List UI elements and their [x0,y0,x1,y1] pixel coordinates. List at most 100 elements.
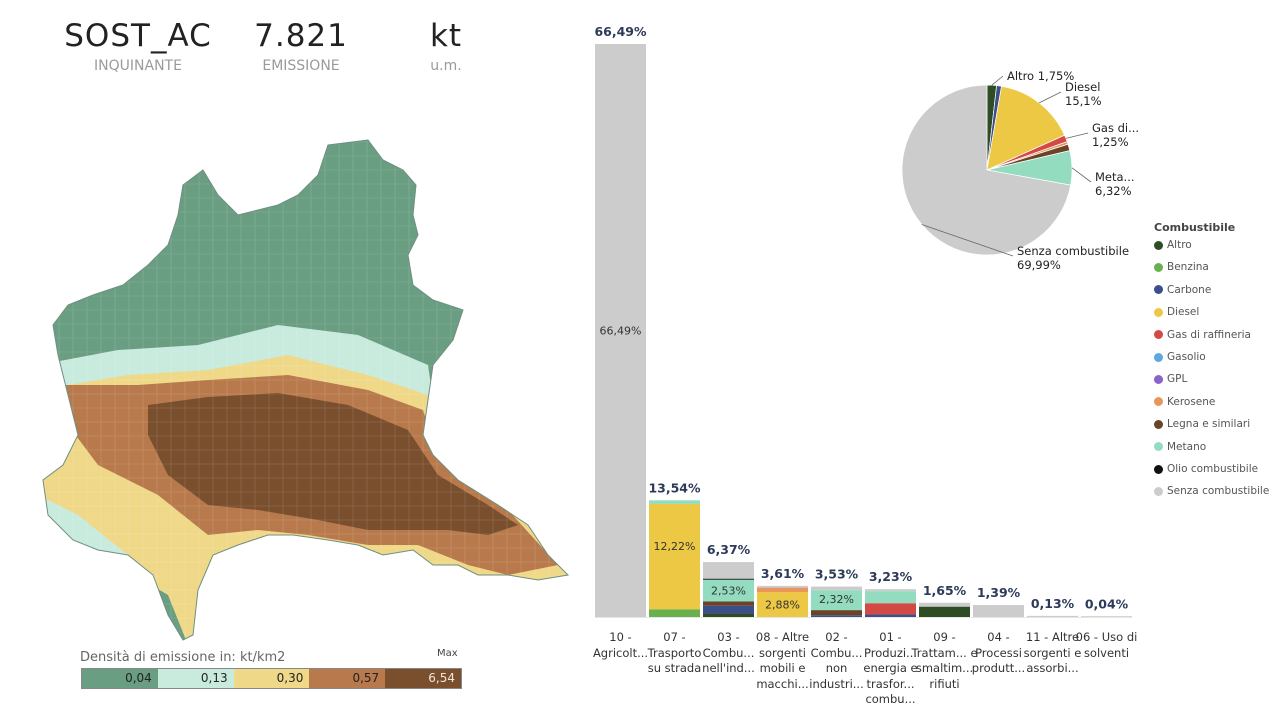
bar-segment-8-0[interactable] [1027,615,1078,617]
legend-dot-icon [1154,262,1163,272]
bar-total-label-6: 1,65% [923,583,967,598]
pie-label-name-4: Senza combustibile [1017,244,1129,258]
fuel-legend-label: Altro [1167,239,1192,251]
bar-segment-2-1[interactable] [703,605,754,614]
bar-segment-4-3[interactable] [811,586,862,591]
bar-segment-3-0[interactable] [757,592,808,617]
legend-dot-icon [1154,397,1163,407]
bar-segment-4-0[interactable] [811,615,862,617]
bar-segment-label-4: 2,32% [819,593,854,606]
bar-segment-5-3[interactable] [865,589,916,592]
fuel-legend-item-kerosene[interactable]: Kerosene [1154,396,1215,408]
fuel-legend-label: Olio combustibile [1167,463,1259,475]
fuel-legend-item-diesel[interactable]: Diesel [1154,306,1199,318]
bar-segment-2-2[interactable] [703,601,754,606]
bar-segment-4-2[interactable] [811,590,862,611]
bar-segment-5-0[interactable] [865,614,916,617]
legend-dot-icon [1154,352,1163,362]
pie-slice-diesel[interactable] [986,85,1066,171]
fuel-legend-title: Combustibile [1154,221,1236,234]
pie-label-value-4: 69,99% [1017,258,1061,272]
map-regions [43,140,568,640]
fuel-legend-item-gas-di-raffineria[interactable]: Gas di raffineria [1154,329,1251,341]
legend-class-4[interactable]: 0,57 [309,669,386,688]
fuel-legend-label: Legna e similari [1167,418,1251,431]
fuel-legend-label: Senza combustibile [1167,485,1270,498]
pie-label-value-2: 1,25% [1092,135,1129,149]
map-legend-bar: 0,04 0,13 0,30 0,57 6,54 [81,668,462,689]
bar-segment-2-4[interactable] [703,578,754,580]
fuel-legend-item-senza-combustibile[interactable]: Senza combustibile [1154,485,1269,497]
legend-dot-icon [1154,307,1163,317]
bar-total-label-4: 3,53% [815,567,859,582]
bar-segment-9-0[interactable] [1081,616,1132,617]
bar-category-4: 02 - Combu... non industri... [809,630,864,691]
bar-segment-label-2: 2,53% [711,585,746,598]
fuel-legend-item-gasolio[interactable]: Gasolio [1154,351,1206,363]
bar-segment-3-2[interactable] [757,585,808,588]
lombardy-choropleth-map[interactable] [38,135,578,645]
pie-label-0: Altro 1,75% [1007,69,1074,83]
bar-segment-1-0[interactable] [649,609,700,617]
legend-dot-icon [1154,285,1163,295]
bar-segment-2-5[interactable] [703,562,754,579]
bar-segment-2-0[interactable] [703,613,754,617]
bar-segment-5-1[interactable] [865,603,916,615]
fuel-legend-item-olio-combustibile[interactable]: Olio combustibile [1154,463,1258,475]
pie-label-value-1: 15,1% [1065,94,1102,108]
legend-class-2[interactable]: 0,13 [157,669,234,688]
bar-segment-1-1[interactable] [649,503,700,610]
bar-total-label-7: 1,39% [977,585,1021,600]
pie-label-name-3: Meta... [1095,170,1135,184]
bar-segment-4-1[interactable] [811,610,862,616]
bar-total-label-5: 3,23% [869,569,913,584]
bar-segment-label-1: 12,22% [654,540,696,553]
fuel-legend-label: Gasolio [1167,351,1206,363]
kpi-emission-label: EMISSIONE [262,58,340,74]
legend-dot-icon [1154,419,1163,429]
bar-segment-6-0[interactable] [919,606,970,617]
pie-leader-0 [991,75,1004,86]
bar-segment-6-1[interactable] [919,602,970,607]
bar-segment-3-1[interactable] [757,587,808,593]
legend-class-1[interactable]: 0,04 [82,669,158,688]
pie-leader-1 [1038,91,1062,104]
map-legend-max: Max [437,648,458,659]
fuel-legend-label: Metano [1167,440,1207,453]
bar-category-5: 01 - Produzi... energia e trasfor... com… [863,630,918,706]
bar-segment-2-3[interactable] [703,579,754,602]
kpi-unit-value: kt [429,18,463,54]
pie-label-name-2: Gas di... [1092,121,1139,135]
fuel-legend-label: Gas di raffineria [1167,328,1251,341]
bar-category-2: 03 - Combu... nell'ind... [702,630,755,675]
pie-label-value-3: 6,32% [1095,184,1132,198]
fuel-legend-item-carbone[interactable]: Carbone [1154,284,1211,296]
fuel-legend-item-altro[interactable]: Altro [1154,239,1192,251]
bar-category-6: 09 - Trattam... e smaltim... rifiuti [911,630,978,691]
fuel-legend-item-benzina[interactable]: Benzina [1154,261,1209,273]
bar-segment-label-0: 66,49% [600,325,642,338]
bar-segment-0-0[interactable] [595,44,646,617]
legend-dot-icon [1154,374,1163,384]
legend-dot-icon [1154,486,1163,496]
fuel-legend-item-legna-e-similari[interactable]: Legna e similari [1154,418,1250,430]
bar-total-label-9: 0,04% [1085,597,1129,612]
fuel-legend-label: Carbone [1167,283,1212,296]
legend-dot-icon [1154,464,1163,474]
fuel-legend-item-metano[interactable]: Metano [1154,441,1206,453]
bar-segment-1-2[interactable] [649,500,700,504]
bar-category-0: 10 - Agricolt... [592,630,649,660]
legend-dot-icon [1154,330,1163,340]
sector-stacked-bar-chart: 66,49% 13,54% 6,37% 3,61% 3,53% 3,23% 1,65% 1,3… [594,24,1132,618]
kpi-pollutant: SOST_AC INQUINANTE [63,18,213,74]
pie-leader-4 [921,224,1014,257]
legend-class-5[interactable]: 6,54 [385,669,461,688]
bar-total-label-0: 66,49% [594,24,647,39]
legend-class-3[interactable]: 0,30 [233,669,310,688]
bar-segment-label-3: 2,88% [765,599,800,612]
kpi-emission-value: 7.821 [254,18,348,54]
bar-segment-7-0[interactable] [973,605,1024,617]
bar-segment-5-2[interactable] [865,591,916,604]
fuel-legend-item-gpl[interactable]: GPL [1154,373,1187,385]
